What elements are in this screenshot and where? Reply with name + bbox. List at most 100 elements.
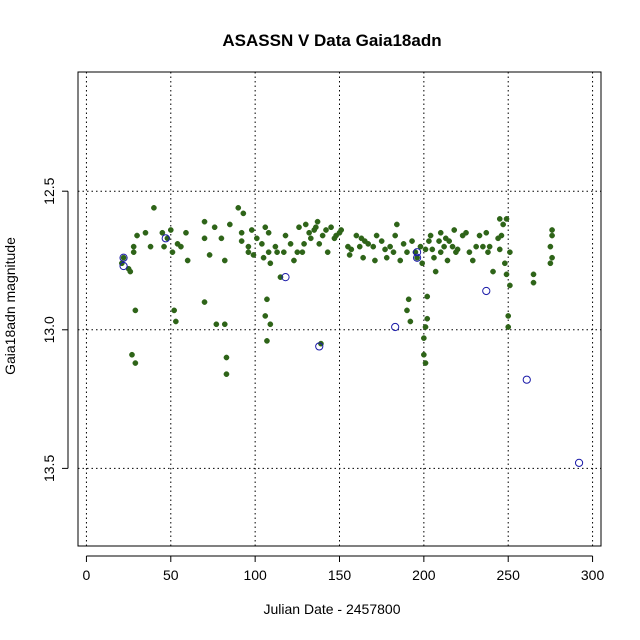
x-axis: 0 50 100 150 200 250 300 — [83, 555, 604, 583]
data-point — [547, 260, 554, 267]
data-point — [171, 307, 178, 314]
data-point — [226, 221, 233, 228]
data-point-open — [391, 322, 400, 332]
data-point — [307, 235, 314, 242]
data-point — [272, 243, 279, 250]
data-point — [390, 249, 397, 256]
data-point — [265, 249, 272, 256]
data-point — [446, 238, 453, 244]
data-point — [500, 221, 506, 228]
data-point — [262, 224, 269, 231]
x-axis-label: Julian Date - 2457800 — [264, 601, 401, 617]
data-point-open — [281, 273, 290, 282]
data-point — [129, 351, 135, 358]
y-tick-label: 12.5 — [41, 177, 57, 204]
data-point — [436, 238, 442, 244]
data-point-open — [119, 253, 128, 262]
data-point — [404, 249, 410, 256]
data-point — [419, 260, 426, 267]
data-point — [201, 235, 208, 242]
data-point — [505, 313, 512, 319]
data-point — [422, 360, 429, 366]
data-point — [365, 241, 372, 247]
data-point — [424, 315, 431, 322]
data-point — [324, 249, 331, 256]
data-point — [302, 221, 309, 228]
data-point — [218, 235, 225, 242]
x-tick-label: 0 — [83, 567, 91, 583]
data-point — [421, 351, 427, 358]
data-point — [486, 243, 493, 250]
data-point — [480, 243, 486, 250]
data-point — [360, 254, 366, 261]
data-point — [503, 271, 510, 278]
data-point — [264, 296, 270, 303]
data-point — [313, 224, 319, 231]
data-point — [530, 271, 537, 278]
data-point — [319, 232, 326, 239]
data-point — [142, 229, 149, 236]
data-point — [426, 238, 432, 244]
data-point — [296, 224, 302, 231]
data-point — [267, 260, 274, 267]
data-point — [240, 210, 247, 217]
data-point — [469, 257, 476, 264]
data-point — [437, 249, 444, 256]
data-point — [301, 241, 307, 247]
data-point — [549, 254, 555, 261]
upper-limit-points — [119, 234, 584, 467]
data-point — [372, 257, 378, 264]
data-point-open — [574, 458, 584, 467]
data-point — [394, 221, 400, 228]
data-point — [387, 243, 393, 250]
data-point — [466, 249, 473, 256]
data-point — [294, 249, 301, 256]
data-point — [404, 307, 410, 314]
data-point — [473, 243, 480, 250]
data-point — [130, 249, 137, 256]
data-point — [250, 252, 257, 258]
data-point — [151, 204, 157, 211]
data-point — [211, 224, 218, 231]
data-point — [213, 321, 220, 328]
x-tick-label: 150 — [328, 567, 352, 583]
data-point — [496, 216, 503, 222]
data-point — [245, 243, 252, 250]
data-point — [132, 360, 139, 366]
data-point — [253, 235, 260, 242]
data-point — [427, 232, 434, 239]
data-point — [274, 249, 280, 256]
data-point — [235, 204, 242, 211]
data-point — [161, 243, 167, 250]
data-point — [147, 243, 154, 250]
data-point — [184, 257, 191, 264]
y-tick-label: 13.5 — [41, 455, 57, 482]
data-point — [382, 246, 388, 253]
data-point — [431, 254, 437, 261]
data-point — [316, 241, 323, 247]
data-point — [356, 243, 363, 250]
data-point — [392, 232, 399, 239]
data-point — [383, 254, 390, 261]
data-point-open — [161, 234, 170, 243]
data-point — [127, 268, 134, 275]
data-point — [267, 321, 274, 328]
data-point-open — [413, 253, 422, 262]
data-point — [223, 354, 230, 361]
data-point — [498, 232, 505, 239]
data-point — [530, 279, 537, 286]
data-point — [407, 318, 414, 325]
data-point — [370, 243, 377, 250]
data-point — [338, 227, 345, 233]
data-point — [206, 252, 213, 258]
data-point — [400, 241, 407, 247]
data-point — [432, 268, 439, 275]
x-tick-label: 100 — [243, 567, 267, 583]
data-point — [259, 241, 265, 247]
data-point — [501, 260, 508, 267]
detection-points — [119, 204, 555, 377]
data-point — [549, 227, 555, 233]
data-point — [503, 216, 510, 222]
data-point — [429, 246, 436, 253]
